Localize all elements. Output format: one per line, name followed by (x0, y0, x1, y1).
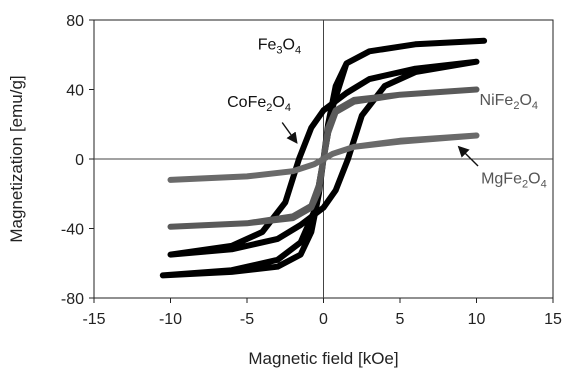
y-tick-label: -80 (61, 291, 84, 308)
x-tick-label: 5 (396, 311, 405, 328)
series-label-mgfe2o4: MgFe2O4 (481, 170, 547, 190)
series-cofe2o4-loop (167, 58, 480, 258)
x-axis-title: Magnetic field [kOe] (248, 349, 398, 368)
y-tick-label: 40 (66, 83, 84, 100)
series-group (159, 37, 488, 279)
series-arrow-mgfe2o4 (457, 145, 479, 167)
series-arrow-cofe2o4 (281, 122, 298, 144)
y-axis-title: Magnetization [emu/g] (7, 75, 26, 242)
series-label-mgfe2o4-main: MgFe (481, 170, 522, 187)
y-tick-label: 0 (75, 152, 84, 169)
x-tick-label: -10 (159, 311, 182, 328)
axes-group: -15 -10 -5 0 5 10 15 -80 -40 0 40 80 (61, 13, 562, 328)
x-tick-label: 15 (544, 311, 562, 328)
y-tick-label: -40 (61, 222, 84, 239)
series-label-fe3o4-main: Fe (258, 37, 277, 54)
series-label-nife2o4: NiFe2O4 (480, 92, 538, 112)
x-tick-label: -15 (82, 311, 105, 328)
series-labels-group: Fe3O4 CoFe2O4 NiFe2O4 MgFe2O4 (227, 37, 547, 191)
series-label-cofe2o4-main: CoFe (227, 94, 266, 111)
series-mgfe2o4-loop (167, 132, 480, 183)
series-nife2o4-loop (167, 86, 480, 230)
x-tick-label: 10 (468, 311, 486, 328)
x-tick-label: 0 (319, 311, 328, 328)
series-label-nife2o4-main: NiFe (480, 92, 514, 109)
y-tick-label: 80 (66, 13, 84, 30)
x-tick-label: -5 (240, 311, 254, 328)
series-label-fe3o4: Fe3O4 (258, 37, 301, 57)
series-label-cofe2o4: CoFe2O4 (227, 94, 291, 114)
